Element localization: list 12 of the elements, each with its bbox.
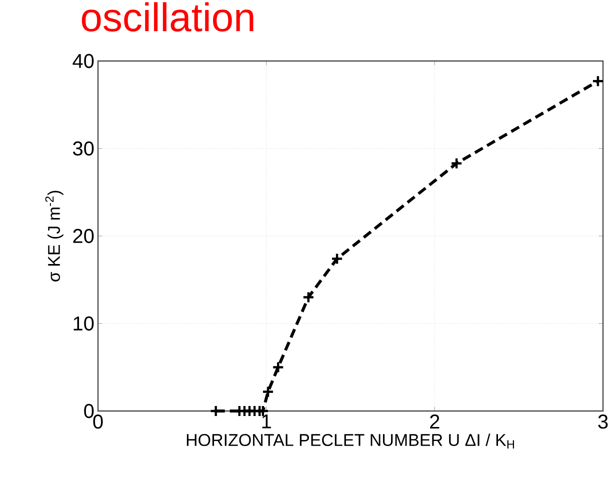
x-axis-title: HORIZONTAL PECLET NUMBER U ΔI / K$_{H}$	[186, 434, 514, 448]
x-tick-label: 1	[262, 414, 271, 428]
y-tick-label: 10	[74, 316, 94, 331]
x-tick-label: 2	[430, 414, 440, 428]
chart-title: oscillation	[82, 2, 254, 32]
x-tick-label: 0	[93, 414, 103, 429]
x-tick-label: 3	[598, 414, 608, 429]
y-tick-label: 30	[72, 141, 94, 156]
y-tick-label: 20	[73, 228, 94, 244]
y-tick-label: 0	[84, 404, 94, 418]
y-axis-title: σ KE (J m$^{-2}$)	[45, 190, 64, 282]
y-tick-label: 40	[72, 54, 94, 68]
